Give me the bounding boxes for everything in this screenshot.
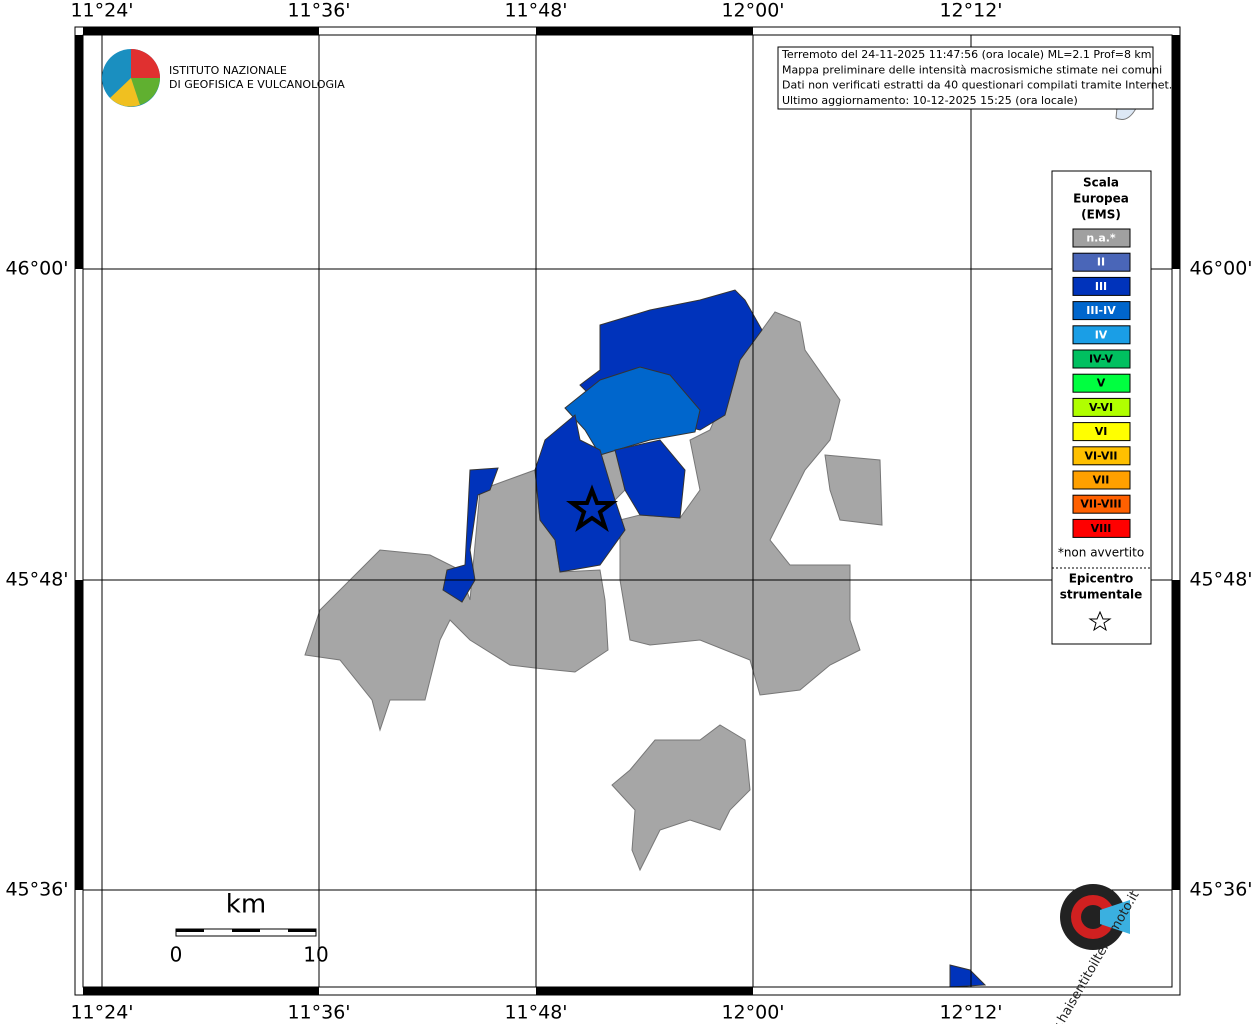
legend-swatch — [1072, 252, 1131, 272]
logo: ISTITUTO NAZIONALE DI GEOFISICA E VULCAN… — [102, 49, 345, 107]
legend-label: IV — [1095, 328, 1108, 341]
lon-label: 12°12' — [939, 1002, 1002, 1024]
legend-swatch — [1072, 470, 1131, 490]
lat-label: 45°48' — [1189, 569, 1252, 591]
epicenter-star — [566, 484, 618, 533]
legend-label: VI — [1095, 425, 1108, 438]
lon-label: 11°48' — [504, 1002, 567, 1024]
legend-title: (EMS) — [1081, 208, 1121, 222]
lat-label: 45°48' — [5, 569, 68, 591]
frame-bar — [83, 27, 102, 35]
scale-unit: km — [226, 890, 266, 920]
legend-star — [1088, 610, 1112, 632]
scale-bar-segment — [232, 929, 260, 932]
legend-title: Europea — [1073, 192, 1129, 206]
watermark-horn — [1100, 900, 1130, 934]
lat-label: 46°00' — [1189, 258, 1252, 280]
frame-bar — [75, 580, 83, 890]
frame-bar — [1172, 35, 1180, 269]
frame-bar — [536, 987, 753, 995]
lon-label: 12°00' — [721, 1002, 784, 1024]
scale-bar: km 0 10 — [170, 890, 329, 967]
legend-epicenter: Epicentro — [1069, 572, 1134, 586]
logo-text: ISTITUTO NAZIONALE — [169, 64, 287, 77]
regions — [304, 96, 1141, 988]
lat-label: 45°36' — [5, 879, 68, 901]
legend-swatch — [1072, 494, 1131, 514]
legend-swatch — [1072, 228, 1131, 248]
legend-note: *non avvertito — [1058, 546, 1144, 560]
lon-label: 11°48' — [504, 0, 567, 22]
legend-label: II — [1097, 256, 1105, 269]
lon-label: 11°24' — [70, 0, 133, 22]
frame-bar — [102, 27, 319, 35]
info-line: Dati non verificati estratti da 40 quest… — [782, 79, 1172, 92]
frame-bar — [536, 27, 753, 35]
scale-bar-segment — [288, 929, 316, 932]
region — [824, 454, 883, 526]
region — [564, 366, 701, 456]
legend-swatch — [1072, 325, 1131, 345]
info-line: Ultimo aggiornamento: 10-12-2025 15:25 (… — [782, 94, 1078, 107]
legend-label: VII-VIII — [1080, 498, 1121, 511]
legend-label: n.a.* — [1086, 232, 1116, 245]
info-line: Terremoto del 24-11-2025 11:47:56 (ora l… — [781, 48, 1152, 61]
watermark-circle — [1081, 905, 1105, 929]
legend-swatch — [1072, 518, 1131, 538]
region — [949, 964, 987, 988]
region — [619, 311, 861, 696]
frame-bar — [75, 35, 83, 269]
logo-segment — [110, 78, 140, 107]
legend-label: V-VI — [1089, 401, 1113, 414]
legend-swatch — [1072, 373, 1131, 393]
legend: ScalaEuropea(EMS)n.a.*IIIIIIII-IVIVIV-VV… — [1072, 176, 1131, 538]
legend-swatch — [1072, 422, 1131, 442]
grid: 11°24' 11°24' 11°36' 11°36' 11°48' 11°48' 12°0… — [5, 0, 1252, 1024]
frame-bar — [1172, 580, 1180, 890]
lon-label: 12°12' — [939, 0, 1002, 22]
legend-swatch — [1072, 276, 1131, 296]
region — [442, 467, 499, 603]
legend-label: V — [1097, 377, 1106, 390]
logo-text: DI GEOFISICA E VULCANOLOGIA — [169, 78, 345, 91]
frame — [74, 26, 1181, 996]
info: Terremoto del 24-11-2025 11:47:56 (ora l… — [781, 48, 1172, 107]
inner-frame — [82, 34, 1173, 988]
lon-label: 11°36' — [287, 1002, 350, 1024]
legend-label: VII — [1093, 474, 1110, 487]
legend-swatch — [1072, 349, 1131, 369]
legend-label: III — [1095, 280, 1107, 293]
legend-swatch — [1072, 446, 1131, 466]
lat-label: 45°36' — [1189, 879, 1252, 901]
region — [534, 414, 626, 573]
lat-label: 46°00' — [5, 258, 68, 280]
lon-label: 11°24' — [70, 1002, 133, 1024]
scale-label: 0 — [170, 943, 183, 967]
logo-segment — [131, 49, 160, 78]
lon-label: 11°36' — [287, 0, 350, 22]
logo-segment — [131, 78, 160, 105]
legend-label: IV-V — [1089, 353, 1114, 366]
legend-label: VIII — [1091, 522, 1112, 535]
legend-label: VI-VII — [1084, 449, 1117, 462]
legend-epicenter: strumentale — [1060, 588, 1143, 602]
region — [611, 724, 751, 872]
legend-title: Scala — [1083, 176, 1119, 190]
region — [614, 439, 686, 519]
scale-label: 10 — [303, 943, 328, 967]
scale-bar-segment — [176, 929, 204, 932]
frame-bar — [83, 987, 102, 995]
legend-swatch — [1072, 397, 1131, 417]
lon-label: 12°00' — [721, 0, 784, 22]
legend-label: III-IV — [1086, 304, 1116, 317]
frame-bar — [102, 987, 319, 995]
legend-swatch — [1072, 301, 1131, 321]
info-box — [777, 46, 1154, 110]
info-line: Mappa preliminare delle intensità macros… — [782, 63, 1162, 76]
